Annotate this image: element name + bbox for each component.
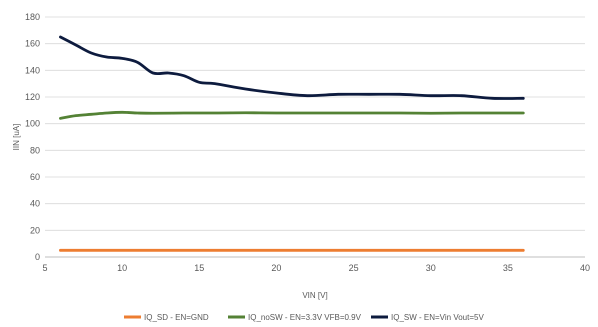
y-tick-label: 20 — [30, 225, 40, 235]
y-tick-label: 160 — [25, 39, 40, 49]
x-tick-label: 5 — [42, 263, 47, 273]
y-tick-label: 40 — [30, 199, 40, 209]
x-tick-label: 35 — [503, 263, 513, 273]
series-line-2 — [59, 110, 525, 120]
x-axis-title: VIN [V] — [302, 291, 327, 300]
x-tick-label: 25 — [349, 263, 359, 273]
series-line-3 — [59, 35, 525, 100]
x-tick-label: 10 — [117, 263, 127, 273]
tick-labels: 0 20 40 60 80 100 120 140 160 180 5 10 15 20 25 30 35 40 — [25, 12, 590, 273]
y-tick-label: 60 — [30, 172, 40, 182]
y-tick-label: 0 — [35, 252, 40, 262]
y-tick-label: 180 — [25, 12, 40, 22]
legend-label-1: IQ_SD - EN=GND — [144, 313, 209, 322]
grid-lines — [45, 16, 585, 231]
x-tick-label: 20 — [271, 263, 281, 273]
y-axis-title: IIN [uA] — [12, 124, 21, 151]
y-tick-label: 140 — [25, 65, 40, 75]
y-tick-label: 80 — [30, 145, 40, 155]
legend: IQ_SD - EN=GND IQ_noSW - EN=3.3V VFB=0.9V… — [124, 313, 484, 322]
legend-label-2: IQ_noSW - EN=3.3V VFB=0.9V — [248, 313, 362, 322]
y-tick-label: 120 — [25, 92, 40, 102]
x-tick-label: 15 — [194, 263, 204, 273]
series-lines — [59, 35, 525, 252]
x-tick-label: 30 — [426, 263, 436, 273]
legend-label-3: IQ_SW - EN=Vin Vout=5V — [391, 313, 484, 322]
y-tick-label: 100 — [25, 119, 40, 129]
x-tick-label: 40 — [580, 263, 590, 273]
